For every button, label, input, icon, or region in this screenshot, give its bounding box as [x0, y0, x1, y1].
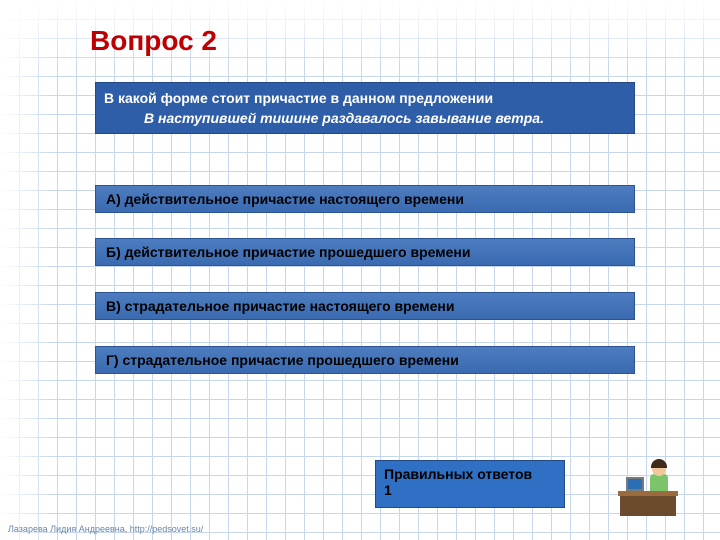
student-at-desk-icon: [620, 460, 680, 520]
correct-answers-box: Правильных ответов 1: [375, 460, 565, 508]
watermark-text: Лазарева Лидия Андреевна, http://pedsove…: [8, 524, 203, 534]
option-b[interactable]: Б) действительное причастие прошедшего в…: [95, 238, 635, 266]
correct-answers-count: 1: [384, 482, 556, 498]
option-a[interactable]: А) действительное причастие настоящего в…: [95, 185, 635, 213]
fade-left: [0, 0, 55, 540]
correct-answers-label: Правильных ответов: [384, 466, 556, 482]
question-line1: В какой форме стоит причастие в данном п…: [104, 90, 493, 106]
question-title: Вопрос 2: [90, 25, 217, 57]
question-line2: В наступившей тишине раздавалось завыван…: [104, 109, 626, 129]
option-d[interactable]: Г) страдательное причастие прошедшего вр…: [95, 346, 635, 374]
question-box: В какой форме стоит причастие в данном п…: [95, 82, 635, 134]
slide: Вопрос 2 В какой форме стоит причастие в…: [0, 0, 720, 540]
option-c[interactable]: В) страдательное причастие настоящего вр…: [95, 292, 635, 320]
